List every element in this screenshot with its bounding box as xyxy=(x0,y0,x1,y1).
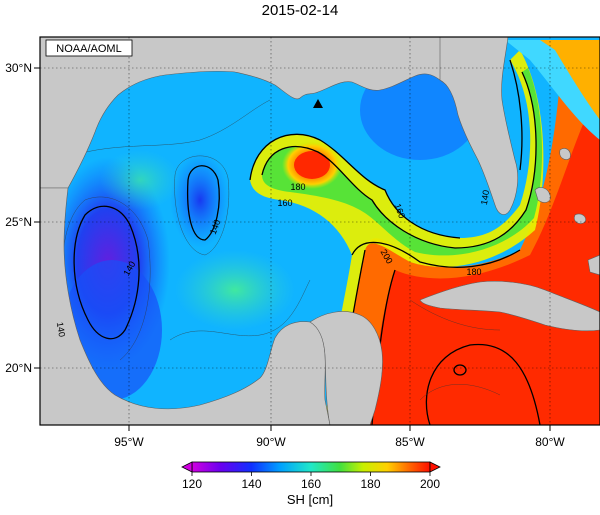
colorbar-title: SH [cm] xyxy=(286,492,334,507)
colorbar-tick-label: 200 xyxy=(420,477,440,491)
colorbar-high-arrow xyxy=(429,461,441,473)
lon-label: 95°W xyxy=(114,435,144,449)
credit-label: NOAA/AOML xyxy=(56,43,121,55)
contour-label: 140 xyxy=(208,218,223,236)
florida-peninsula xyxy=(439,37,519,215)
contour-label: 160 xyxy=(277,198,292,208)
graticule xyxy=(40,37,600,425)
map-title: 2015-02-14 xyxy=(261,2,339,19)
lat-label: 30°N xyxy=(5,61,32,75)
map-frame xyxy=(39,36,600,426)
colorbar-low-arrow xyxy=(181,461,193,473)
lat-label: 20°N xyxy=(5,361,32,375)
triangle-icon xyxy=(313,99,323,108)
lon-label: 85°W xyxy=(395,435,425,449)
colorbar-tick-label: 140 xyxy=(241,477,261,491)
colorbar: 120 140 160 180 200 xyxy=(181,461,441,491)
contour-label: 160 xyxy=(393,202,408,220)
yucatan-peninsula xyxy=(309,311,383,425)
cuba-island xyxy=(419,280,600,332)
us-gulf-coast xyxy=(40,37,501,189)
contour-label: 180 xyxy=(466,267,481,277)
credit-box xyxy=(45,39,133,57)
contour-label: 140 xyxy=(479,189,491,206)
colorbar-tick-label: 120 xyxy=(182,477,202,491)
colorbar-tick-label: 180 xyxy=(360,477,380,491)
lon-label: 80°W xyxy=(535,435,565,449)
colorbar-tick-label: 160 xyxy=(301,477,321,491)
lon-label: 90°W xyxy=(256,435,286,449)
lat-label: 25°N xyxy=(5,215,32,229)
contour-label: 180 xyxy=(290,182,305,192)
land xyxy=(40,37,600,425)
contour-label: 140 xyxy=(55,321,67,338)
